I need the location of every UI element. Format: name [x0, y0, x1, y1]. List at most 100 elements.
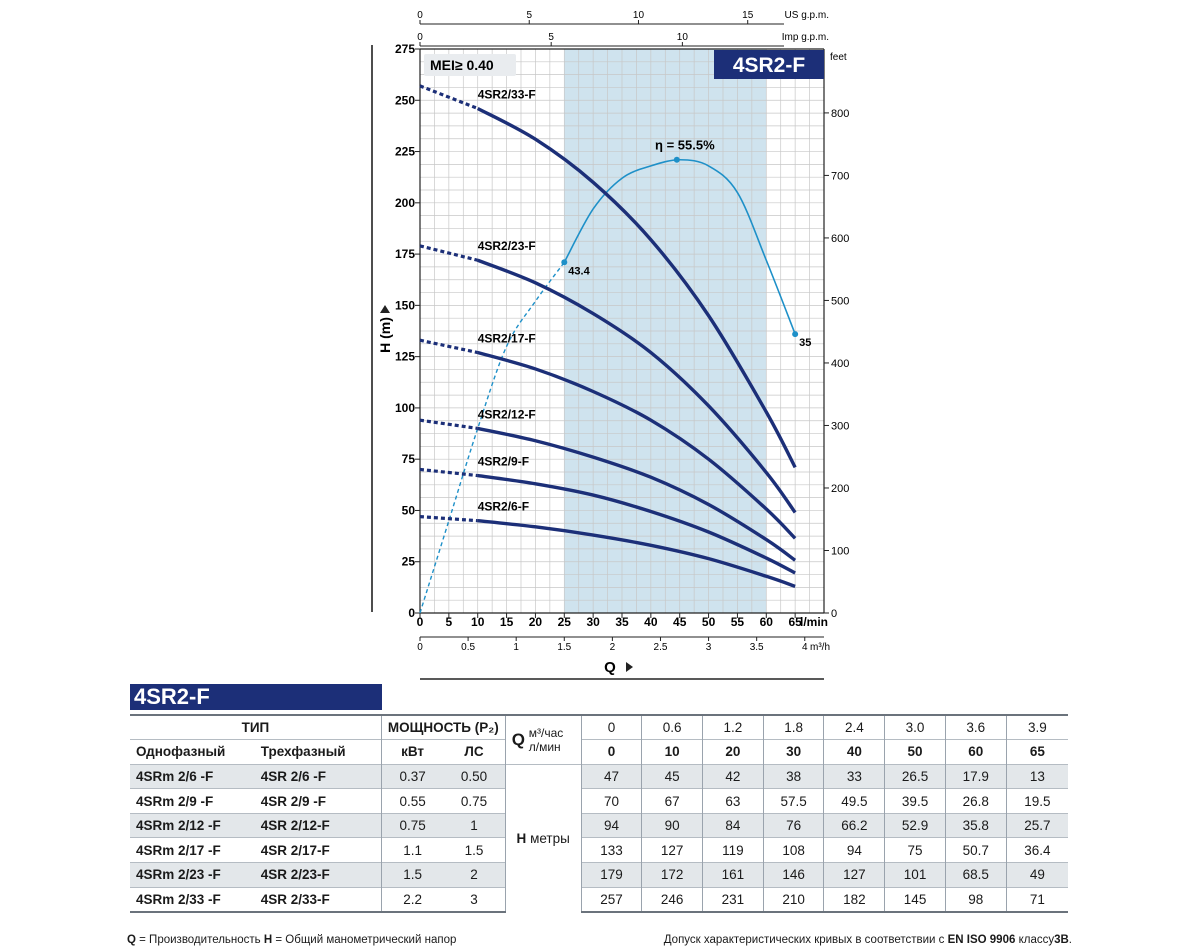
head-value: 67 [641, 788, 703, 814]
head-value: 145 [884, 886, 946, 913]
x-tick-label: 45 [673, 615, 687, 629]
m3h-tick-label: 1 [513, 642, 519, 653]
footer-class-value: 3B [1054, 934, 1069, 946]
header-power: МОЩНОСТЬ (P₂) [381, 714, 506, 740]
head-value: 68.5 [944, 862, 1007, 888]
m3h-tick-label: 0.5 [461, 642, 475, 653]
table-header-row-2: Однофазный Трехфазный кВт ЛС 0 10 20 30 … [130, 739, 1068, 765]
y-tick-label: 0 [408, 606, 415, 620]
flow-lmin-6: 60 [944, 739, 1007, 765]
head-value: 84 [702, 812, 764, 838]
head-value: 45 [641, 763, 703, 789]
footer-tolerance-text: Допуск характеристических кривых в соотв… [663, 934, 948, 946]
head-value: 17.9 [944, 763, 1007, 789]
head-value: 26.8 [944, 788, 1007, 814]
q-unit-m3h: м³/час [528, 725, 564, 740]
x-tick-label: 55 [731, 615, 745, 629]
flow-lmin-7: 65 [1005, 739, 1068, 765]
table-row: 4SRm 2/9 -F 4SR 2/9 -F 0.55 0.75 70 67 63 57.5 4… [130, 788, 1068, 814]
h-label: H [516, 830, 527, 846]
y-axis-label: H (m) [377, 317, 393, 353]
single-phase-model: 4SRm 2/6 -F [130, 763, 255, 789]
feet-unit-label: feet [830, 52, 847, 63]
single-phase-model: 4SRm 2/17 -F [130, 837, 255, 863]
m3h-tick-label: 0 [417, 642, 423, 653]
table-header-row-1: ТИП МОЩНОСТЬ (P₂) Q м³/час л/мин 0 0.6 1… [130, 713, 1068, 765]
head-value: 70 [580, 788, 642, 814]
y-tick-label: 50 [402, 503, 416, 517]
head-value: 38 [762, 763, 824, 789]
mei-badge: MEI≥ 0.40 [430, 57, 494, 73]
power-hp: 1 [443, 812, 506, 838]
flow-lmin-1: 10 [641, 739, 703, 765]
header-single-phase: Однофазный [130, 739, 255, 765]
power-hp: 2 [443, 862, 506, 888]
head-value: 19.5 [1005, 788, 1068, 814]
grid [419, 48, 825, 614]
imp-unit-label: Imp g.p.m. [782, 32, 829, 43]
three-phase-model: 4SR 2/6 -F [254, 763, 382, 789]
power-kw: 0.75 [381, 812, 444, 838]
pump-curve-dashed [419, 467, 478, 478]
head-value: 101 [884, 862, 946, 888]
feet-tick-label: 0 [831, 608, 837, 620]
x-tick-label: 10 [471, 615, 485, 629]
h-unit: метры [530, 830, 570, 846]
x-tick-label: 0 [417, 615, 424, 629]
single-phase-model: 4SRm 2/33 -F [130, 886, 255, 913]
y-tick-label: 75 [402, 452, 416, 466]
efficiency-point [673, 156, 680, 163]
flow-m3h-0: 0 [580, 714, 642, 740]
efficiency-dashed [419, 261, 565, 614]
head-value: 179 [580, 862, 642, 888]
imp-tick-label: 5 [548, 32, 554, 43]
efficiency-label: η = 55.5% [655, 138, 715, 153]
flow-m3h-3: 1.8 [762, 714, 824, 740]
y-tick-label: 225 [395, 145, 415, 159]
pump-curve-line [477, 350, 797, 540]
three-phase-model: 4SR 2/9 -F [254, 788, 382, 814]
us-tick-label: 5 [526, 10, 532, 21]
flow-m3h-7: 3.9 [1005, 714, 1068, 740]
y-axis-arrow-icon [380, 305, 390, 313]
flow-m3h-4: 2.4 [823, 714, 885, 740]
chart-labels: MEI≥ 0.40 4SR2-F [424, 50, 824, 79]
head-value: 71 [1005, 886, 1068, 913]
pump-curve-label: 4SR2/23-F [478, 239, 536, 253]
head-value: 50.7 [944, 837, 1007, 863]
header-q: Q м³/час л/мин [505, 713, 582, 765]
table-row: 4SRm 2/33 -F 4SR 2/33-F 2.2 3 257 246 231 210 18… [130, 886, 1068, 913]
head-value: 13 [1005, 763, 1068, 789]
table-row: 4SRm 2/12 -F 4SR 2/12-F 0.75 1 94 90 84 76 66.2 5… [130, 812, 1068, 838]
head-value: 127 [823, 862, 885, 888]
y-tick-label: 150 [395, 298, 415, 312]
x-tick-label: 60 [760, 615, 774, 629]
efficiency-curve: 43.4 35 η = 55.5% [419, 138, 811, 614]
x-tick-label: 35 [615, 615, 629, 629]
header-hp: ЛС [443, 739, 506, 765]
pump-curve-line [476, 106, 797, 469]
power-kw: 0.37 [381, 763, 444, 789]
head-label-cell: H метры [505, 763, 582, 912]
power-kw: 2.2 [381, 886, 444, 913]
flow-lmin-4: 40 [823, 739, 885, 765]
feet-tick-label: 600 [831, 233, 849, 245]
power-kw: 1.1 [381, 837, 444, 863]
head-value: 182 [823, 886, 885, 913]
three-phase-model: 4SR 2/33-F [254, 886, 382, 913]
flow-m3h-6: 3.6 [944, 714, 1007, 740]
head-value: 94 [580, 812, 642, 838]
flow-m3h-2: 1.2 [702, 714, 764, 740]
x-tick-label: 5 [446, 615, 453, 629]
x-tick-label: 50 [702, 615, 716, 629]
table-row: 4SRm 2/23 -F 4SR 2/23-F 1.5 2 179 172 161 146 12… [130, 862, 1068, 888]
x-tick-label: 30 [586, 615, 600, 629]
footer-q-text: = Производительность [135, 934, 264, 946]
flow-lmin-0: 0 [580, 739, 642, 765]
pump-curve-dashed [419, 338, 479, 355]
efficiency-point-label: 43.4 [568, 265, 590, 277]
chart-title-bg [714, 50, 824, 79]
head-value: 257 [580, 886, 642, 913]
